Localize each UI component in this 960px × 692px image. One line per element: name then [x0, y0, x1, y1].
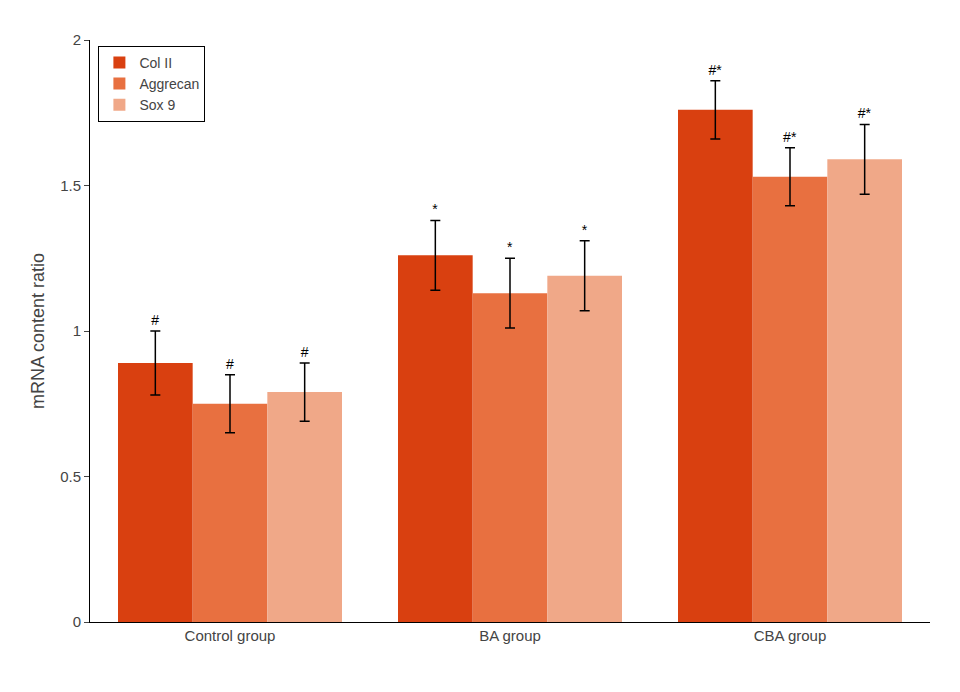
svg-text:2: 2 [73, 31, 81, 48]
svg-text:#*: #* [858, 105, 872, 121]
svg-text:#*: #* [708, 62, 722, 78]
svg-text:#*: #* [783, 129, 797, 145]
svg-text:BA group: BA group [479, 627, 541, 644]
svg-text:0: 0 [73, 613, 81, 630]
svg-text:CBA group: CBA group [754, 627, 827, 644]
svg-text:#: # [226, 356, 234, 372]
svg-text:Sox 9: Sox 9 [139, 97, 175, 113]
svg-text:1: 1 [73, 322, 81, 339]
svg-text:1.5: 1.5 [60, 177, 81, 194]
svg-text:*: * [507, 239, 513, 255]
svg-text:*: * [582, 222, 588, 238]
svg-text:mRNA content ratio: mRNA content ratio [28, 253, 48, 409]
svg-text:#: # [151, 312, 159, 328]
svg-text:Control group: Control group [185, 627, 276, 644]
svg-text:Aggrecan: Aggrecan [139, 76, 199, 92]
svg-text:Col II: Col II [139, 55, 172, 71]
svg-text:*: * [432, 201, 438, 217]
svg-text:0.5: 0.5 [60, 468, 81, 485]
svg-text:#: # [301, 344, 309, 360]
